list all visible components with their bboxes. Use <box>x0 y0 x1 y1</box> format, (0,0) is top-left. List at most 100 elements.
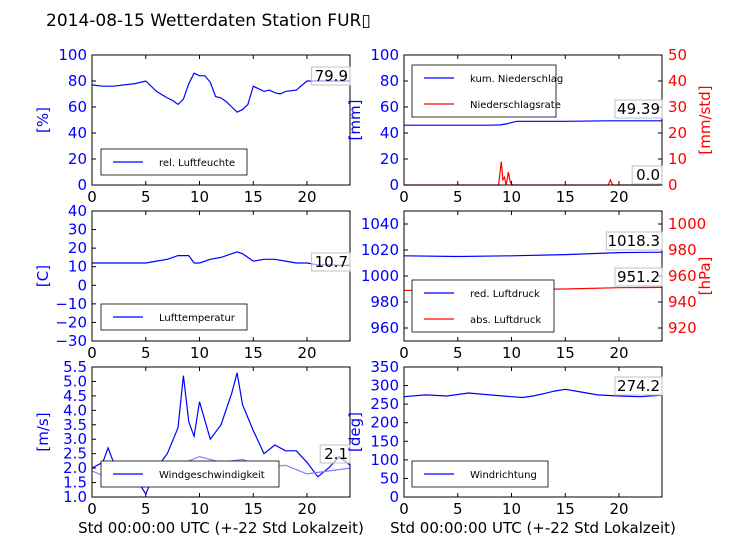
last-value-box <box>614 267 663 287</box>
y-tick-label: 4.0 <box>63 401 87 419</box>
last-value-label: 951.2 <box>617 268 660 286</box>
x-tick-label: 10 <box>502 500 521 518</box>
y-tick-label: 4.5 <box>63 387 87 405</box>
y-tick-label: 50 <box>380 469 399 487</box>
x-tick-label: 5 <box>141 500 151 518</box>
figure-title: 2014-08-15 Wetterdaten Station FUR▯ <box>46 11 371 31</box>
y-tick-label: 80 <box>380 72 399 90</box>
panel-precipitation: 0 5 10 15 20 0 20 40 60 80 100 0 10 20 30 40 50 [mm] [mm/s… <box>346 46 714 206</box>
y-right-tick-label: 20 <box>668 124 687 142</box>
x-tick-label: 10 <box>502 344 521 362</box>
x-tick-label: 5 <box>453 500 463 518</box>
legend-box <box>100 460 280 488</box>
y-tick-label: 2.5 <box>63 445 87 463</box>
y-right-tick-label: 1000 <box>668 215 706 233</box>
y-tick-label: 960 <box>370 319 399 337</box>
y-right-tick-label: 980 <box>668 241 697 259</box>
y-tick-label: 20 <box>68 150 87 168</box>
legend-label: kum. Niederschlag <box>470 74 563 85</box>
x-tick-label: 5 <box>453 344 463 362</box>
y-tick-label: 1040 <box>361 215 399 233</box>
legend-label: Lufttemperatur <box>159 313 236 324</box>
y-tick-label: 2.0 <box>63 459 87 477</box>
x-tick-label: 10 <box>502 188 521 206</box>
y-tick-label: 350 <box>370 358 399 376</box>
y-axis-label: [mm] <box>346 100 364 141</box>
legend-label: Niederschlagsrate <box>470 100 561 111</box>
y-right-tick-label: 940 <box>668 293 697 311</box>
y-tick-label: 980 <box>370 293 399 311</box>
y-tick-label: 80 <box>68 72 87 90</box>
last-value-box <box>605 231 663 251</box>
x-tick-label: 20 <box>609 188 628 206</box>
y-tick-label: 20 <box>380 150 399 168</box>
x-tick-label: 0 <box>87 344 97 362</box>
y-right-axis-label: [hPa] <box>696 257 714 296</box>
panel-humidity: 0 5 10 15 20 0 20 40 60 80 100 [%] 79.9 rel. Luftfeuc… <box>34 46 351 206</box>
y-right-tick-label: 920 <box>668 319 697 337</box>
y-tick-label: 10 <box>68 258 87 276</box>
x-tick-label: 15 <box>556 188 575 206</box>
x-tick-label: 10 <box>190 500 209 518</box>
x-tick-label: 20 <box>609 500 628 518</box>
last-value-box <box>614 99 663 119</box>
series-line-0 <box>91 72 350 113</box>
last-value-label: 274.2 <box>617 377 660 395</box>
x-tick-label: 15 <box>556 344 575 362</box>
legend-box <box>411 279 555 333</box>
x-tick-label: 20 <box>297 344 316 362</box>
panel-wind-speed: 0 5 10 15 20 1.01.52.02.53.03.54.04.55.05.5 [m… <box>34 358 364 537</box>
x-tick-label: 15 <box>244 188 263 206</box>
y-tick-label: 60 <box>68 98 87 116</box>
y-tick-label: 3.0 <box>63 430 87 448</box>
last-value-label: 1018.3 <box>608 232 661 250</box>
x-axis-label: Std 00:00:00 UTC (+-22 Std Lokalzeit) <box>390 519 676 537</box>
x-tick-label: 15 <box>244 500 263 518</box>
y-tick-label: 0 <box>389 176 399 194</box>
x-axis-label: Std 00:00:00 UTC (+-22 Std Lokalzeit) <box>78 519 364 537</box>
y-tick-label: 60 <box>380 98 399 116</box>
x-tick-label: 20 <box>609 344 628 362</box>
y-right-axis-label: [mm/std] <box>696 85 714 154</box>
x-tick-label: 0 <box>399 344 409 362</box>
last-value-box <box>311 252 351 272</box>
panel-temperature: 0 5 10 15 20−30−20−10010203040[C]10.7Lufttem… <box>34 202 351 362</box>
series-line-0 <box>403 251 663 258</box>
y-tick-label: 1.5 <box>63 474 87 492</box>
y-tick-label: −30 <box>55 332 87 350</box>
y-right-tick-label: 30 <box>668 98 687 116</box>
y-tick-label: 0 <box>77 176 87 194</box>
plot-frame <box>403 54 663 186</box>
y-tick-label: −20 <box>55 313 87 331</box>
legend-label: abs. Luftdruck <box>470 315 541 326</box>
panel-pressure: 0 5 10 15 20 960 980 1000 1020 1040 920 940 960 980 10… <box>361 210 714 362</box>
last-value-label: 2.1 <box>324 445 348 463</box>
y-tick-label: 40 <box>68 124 87 142</box>
legend-label: red. Luftdruck <box>470 289 540 300</box>
y-tick-label: 0 <box>77 276 87 294</box>
x-tick-label: 5 <box>141 344 151 362</box>
plot-frame <box>91 54 351 186</box>
y-right-tick-label: 10 <box>668 150 687 168</box>
y-tick-label: 100 <box>58 46 87 64</box>
x-tick-label: 0 <box>399 188 409 206</box>
y-axis-label: [deg] <box>346 412 364 452</box>
plot-frame <box>91 210 351 342</box>
y-tick-label: 30 <box>68 221 87 239</box>
legend-box <box>411 64 557 118</box>
x-tick-label: 15 <box>556 500 575 518</box>
y-tick-label: 20 <box>68 239 87 257</box>
x-tick-label: 0 <box>87 188 97 206</box>
y-right-tick-label: 0 <box>668 176 678 194</box>
y-tick-label: 1.0 <box>63 488 87 506</box>
y-axis-label: [C] <box>34 265 52 287</box>
y-tick-label: 100 <box>370 451 399 469</box>
last-value-label: 79.9 <box>315 67 348 85</box>
x-tick-label: 0 <box>87 500 97 518</box>
y-right-tick-label: 50 <box>668 46 687 64</box>
series-line-0 <box>404 120 662 126</box>
x-tick-label: 15 <box>244 344 263 362</box>
y-tick-label: 1000 <box>361 267 399 285</box>
